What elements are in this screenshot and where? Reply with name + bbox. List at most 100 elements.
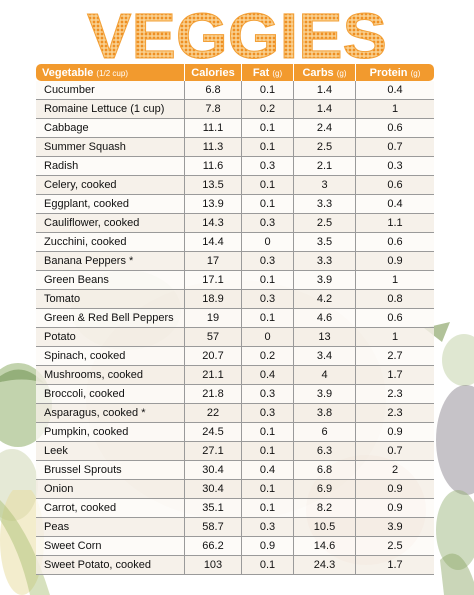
calories-cell: 57 (185, 328, 242, 347)
calories-cell: 11.6 (185, 157, 242, 176)
nutrition-table-container: Vegetable (1/2 cup) Calories Fat (g) Car… (36, 64, 434, 575)
vegetable-cell: Eggplant, cooked (36, 195, 185, 214)
vegetable-cell: Sweet Potato, cooked (36, 556, 185, 575)
table-row: Asparagus, cooked * 22 0.3 3.8 2.3 (36, 404, 434, 423)
protein-cell: 0.6 (356, 176, 434, 195)
table-row: Radish 11.6 0.3 2.1 0.3 (36, 157, 434, 176)
protein-cell: 0.9 (356, 423, 434, 442)
calories-cell: 13.5 (185, 176, 242, 195)
table-row: Green & Red Bell Peppers 19 0.1 4.6 0.6 (36, 309, 434, 328)
carbs-cell: 3.4 (294, 347, 356, 366)
protein-cell: 0.4 (356, 195, 434, 214)
vegetable-cell: Cabbage (36, 119, 185, 138)
protein-cell: 2.3 (356, 385, 434, 404)
protein-cell: 2 (356, 461, 434, 480)
table-row: Mushrooms, cooked 21.1 0.4 4 1.7 (36, 366, 434, 385)
vegetable-cell: Cauliflower, cooked (36, 214, 185, 233)
table-row: Sweet Corn 66.2 0.9 14.6 2.5 (36, 537, 434, 556)
vegetable-cell: Asparagus, cooked * (36, 404, 185, 423)
table-row: Potato 57 0 13 1 (36, 328, 434, 347)
table-row: Sweet Potato, cooked 103 0.1 24.3 1.7 (36, 556, 434, 575)
fat-cell: 0.1 (242, 499, 294, 518)
vegetable-cell: Leek (36, 442, 185, 461)
carbs-cell: 1.4 (294, 100, 356, 119)
fat-cell: 0.3 (242, 157, 294, 176)
vegetable-cell: Summer Squash (36, 138, 185, 157)
protein-cell: 0.7 (356, 138, 434, 157)
table-row: Carrot, cooked 35.1 0.1 8.2 0.9 (36, 499, 434, 518)
table-row: Brussel Sprouts 30.4 0.4 6.8 2 (36, 461, 434, 480)
protein-cell: 2.3 (356, 404, 434, 423)
calories-cell: 17 (185, 252, 242, 271)
vegetable-cell: Green Beans (36, 271, 185, 290)
calories-cell: 18.9 (185, 290, 242, 309)
fat-cell: 0 (242, 233, 294, 252)
vegetable-cell: Brussel Sprouts (36, 461, 185, 480)
calories-cell: 103 (185, 556, 242, 575)
table-row: Peas 58.7 0.3 10.5 3.9 (36, 518, 434, 537)
vegetable-cell: Green & Red Bell Peppers (36, 309, 185, 328)
table-row: Onion 30.4 0.1 6.9 0.9 (36, 480, 434, 499)
table-row: Cauliflower, cooked 14.3 0.3 2.5 1.1 (36, 214, 434, 233)
eggplant-image (424, 322, 474, 595)
carbs-cell: 3.3 (294, 195, 356, 214)
fat-cell: 0.3 (242, 252, 294, 271)
carbs-cell: 6 (294, 423, 356, 442)
calories-cell: 27.1 (185, 442, 242, 461)
column-header-protein: Protein (g) (356, 64, 434, 81)
carbs-cell: 6.9 (294, 480, 356, 499)
column-header-calories: Calories (185, 64, 242, 81)
table-row: Celery, cooked 13.5 0.1 3 0.6 (36, 176, 434, 195)
calories-cell: 30.4 (185, 480, 242, 499)
table-row: Pumpkin, cooked 24.5 0.1 6 0.9 (36, 423, 434, 442)
protein-cell: 0.8 (356, 290, 434, 309)
vegetable-cell: Potato (36, 328, 185, 347)
page-title-text: VEGGIES (87, 0, 387, 64)
protein-cell: 0.7 (356, 442, 434, 461)
page-title: VEGGIES (87, 0, 388, 64)
nutrition-table: Vegetable (1/2 cup) Calories Fat (g) Car… (36, 64, 434, 575)
carbs-cell: 2.4 (294, 119, 356, 138)
protein-cell: 0.9 (356, 480, 434, 499)
vegetable-cell: Zucchini, cooked (36, 233, 185, 252)
fat-cell: 0.1 (242, 271, 294, 290)
carbs-cell: 3.3 (294, 252, 356, 271)
table-row: Tomato 18.9 0.3 4.2 0.8 (36, 290, 434, 309)
fat-cell: 0.1 (242, 119, 294, 138)
vegetable-cell: Broccoli, cooked (36, 385, 185, 404)
protein-cell: 1.7 (356, 366, 434, 385)
calories-cell: 20.7 (185, 347, 242, 366)
carbs-cell: 6.8 (294, 461, 356, 480)
vegetable-cell: Spinach, cooked (36, 347, 185, 366)
carbs-cell: 24.3 (294, 556, 356, 575)
vegetable-cell: Peas (36, 518, 185, 537)
protein-cell: 0.6 (356, 309, 434, 328)
protein-cell: 0.6 (356, 233, 434, 252)
protein-cell: 1 (356, 328, 434, 347)
calories-cell: 14.4 (185, 233, 242, 252)
protein-cell: 0.4 (356, 81, 434, 100)
vegetable-cell: Banana Peppers * (36, 252, 185, 271)
fat-cell: 0.1 (242, 138, 294, 157)
carbs-cell: 4 (294, 366, 356, 385)
calories-cell: 19 (185, 309, 242, 328)
column-header-fat: Fat (g) (242, 64, 294, 81)
calories-cell: 30.4 (185, 461, 242, 480)
fat-cell: 0.1 (242, 176, 294, 195)
calories-cell: 6.8 (185, 81, 242, 100)
vegetable-cell: Celery, cooked (36, 176, 185, 195)
fat-cell: 0.3 (242, 518, 294, 537)
vegetable-cell: Mushrooms, cooked (36, 366, 185, 385)
fat-cell: 0.3 (242, 214, 294, 233)
table-row: Spinach, cooked 20.7 0.2 3.4 2.7 (36, 347, 434, 366)
protein-cell: 2.5 (356, 537, 434, 556)
fat-cell: 0.4 (242, 461, 294, 480)
fat-cell: 0.1 (242, 81, 294, 100)
calories-cell: 7.8 (185, 100, 242, 119)
vegetable-cell: Cucumber (36, 81, 185, 100)
carbs-cell: 2.5 (294, 214, 356, 233)
carbs-cell: 1.4 (294, 81, 356, 100)
column-header-vegetable: Vegetable (1/2 cup) (36, 64, 185, 81)
carbs-cell: 2.1 (294, 157, 356, 176)
table-row: Zucchini, cooked 14.4 0 3.5 0.6 (36, 233, 434, 252)
